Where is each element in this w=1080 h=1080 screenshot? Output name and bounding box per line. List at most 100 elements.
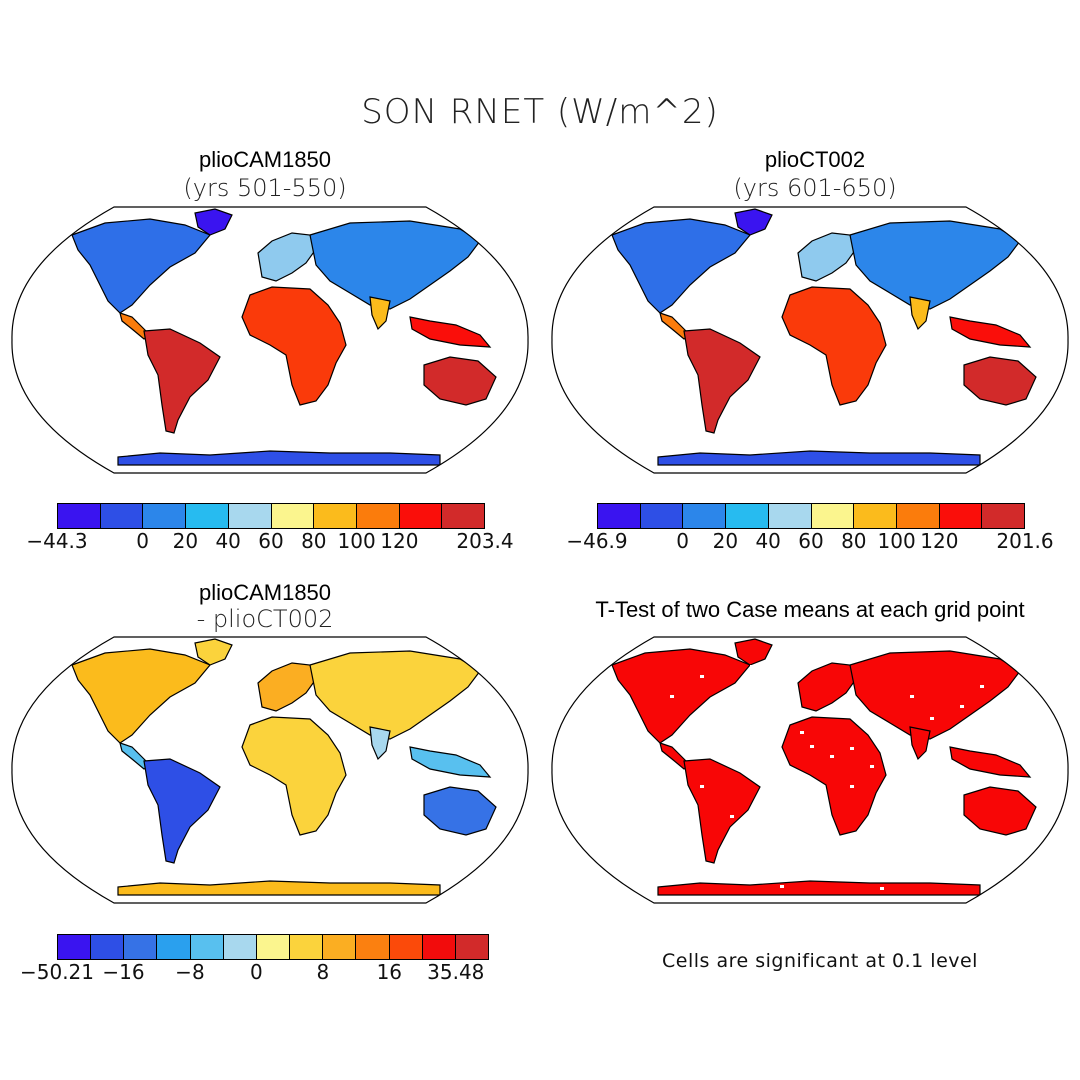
colorbar-tick-label: 203.4 (456, 529, 514, 553)
colorbar-tick-label: 40 (755, 529, 781, 553)
panel3-title: plioCAM1850 (198, 580, 332, 605)
panel4-note: Cells are significant at 0.1 level (662, 950, 978, 972)
land-europe (797, 662, 857, 712)
land-seasia (409, 316, 492, 348)
colorbar-swatch (124, 935, 158, 959)
panel4-map (551, 636, 1069, 904)
nonsignificant-cell (830, 755, 834, 758)
land-namerica (71, 648, 211, 744)
colorbar-swatch (314, 504, 357, 528)
land-samerica (683, 758, 761, 864)
land-antarctica (117, 450, 441, 466)
nonsignificant-cell (670, 695, 674, 698)
land-namerica (611, 648, 751, 744)
colorbar-swatch (768, 504, 812, 528)
colorbar-swatch (323, 935, 357, 959)
map-frame (11, 206, 529, 474)
colorbar-swatch (939, 504, 983, 528)
land-europe (257, 232, 317, 282)
land-asia (309, 650, 481, 740)
nonsignificant-cell (910, 695, 914, 698)
colorbar-tick-label: 80 (841, 529, 867, 553)
colorbar-tick-label: −8 (175, 960, 205, 984)
colorbar-tick-label: 0 (136, 529, 149, 553)
colorbar-swatch (223, 935, 257, 959)
colorbar-tick-label: 0 (676, 529, 689, 553)
colorbar-swatch (811, 504, 855, 528)
panel4-title: T-Test of two Case means at each grid po… (595, 597, 1025, 622)
colorbar-swatch (256, 935, 291, 959)
land-australia (423, 356, 497, 406)
nonsignificant-cell (780, 885, 784, 888)
nonsignificant-cell (700, 675, 704, 678)
nonsignificant-cell (960, 705, 964, 708)
colorbar-tick-label: 201.6 (996, 529, 1054, 553)
colorbar-swatch (228, 504, 272, 528)
colorbar-tick-label: 16 (376, 960, 403, 984)
map-frame (551, 206, 1069, 474)
colorbar-tick-label: 20 (172, 529, 199, 553)
nonsignificant-cell (850, 785, 854, 788)
colorbar-tick-label: 120 (920, 529, 959, 553)
land-greenland (734, 208, 773, 236)
colorbar-swatch (356, 935, 390, 959)
colorbar-tick-label: 60 (798, 529, 824, 553)
land-australia (963, 786, 1037, 836)
nonsignificant-cell (720, 707, 724, 710)
nonsignificant-cell (930, 717, 934, 720)
colorbar-tick-label: 20 (712, 529, 739, 553)
colorbar-swatch (58, 504, 101, 528)
panel3-subtitle: - plioCT002 (196, 605, 334, 633)
land-india (369, 296, 391, 331)
colorbar-swatch (186, 504, 229, 528)
colorbar-tick-label: 35.48 (427, 960, 485, 984)
colorbar-swatch (422, 935, 456, 959)
nonsignificant-cell (870, 765, 874, 768)
land-europe (797, 232, 857, 282)
colorbar-swatch (726, 504, 769, 528)
land-asia (309, 220, 481, 310)
land-samerica (143, 758, 221, 864)
colorbar-tick-label: −46.9 (566, 529, 628, 553)
colorbar-swatch (455, 935, 489, 959)
colorbar-tick-label: 100 (337, 529, 376, 553)
panel3-colorbar: −50.21 −16 −8 0 8 16 35.48 (20, 934, 489, 988)
colorbar-tick-label: 80 (301, 529, 327, 553)
nonsignificant-cell (810, 745, 814, 748)
panel3-map (11, 636, 529, 904)
colorbar-tick-label: −16 (102, 960, 145, 984)
nonsignificant-cell (750, 665, 754, 668)
nonsignificant-cell (700, 785, 704, 788)
land-india (909, 726, 931, 761)
colorbar-tick-label: 120 (380, 529, 419, 553)
land-namerica (611, 218, 751, 314)
map-frame (551, 636, 1069, 904)
colorbar-swatch (290, 935, 324, 959)
colorbar-swatch (271, 504, 315, 528)
land-greenland (734, 638, 773, 666)
colorbar-swatch (683, 504, 727, 528)
land-seasia (949, 316, 1032, 348)
panel2-title: plioCT002 (764, 147, 866, 172)
colorbar-tick-label: 60 (258, 529, 284, 553)
land-samerica (143, 328, 221, 434)
colorbar-swatch (399, 504, 443, 528)
colorbar-swatch (58, 935, 92, 959)
colorbar-swatch (442, 504, 485, 528)
colorbar-swatch (157, 935, 191, 959)
colorbar-swatch (640, 504, 684, 528)
nonsignificant-cell (800, 731, 804, 734)
land-africa (781, 716, 887, 836)
land-africa (241, 716, 347, 836)
nonsignificant-cell (880, 887, 884, 890)
colorbar-tick-label: 8 (316, 960, 330, 984)
colorbar-swatch (190, 935, 224, 959)
panel1-map (11, 206, 529, 474)
land-greenland (194, 208, 233, 236)
land-antarctica (117, 880, 441, 896)
nonsignificant-cell (980, 685, 984, 688)
land-india (909, 296, 931, 331)
colorbar-swatch (896, 504, 940, 528)
colorbar-swatch (91, 935, 125, 959)
land-samerica (683, 328, 761, 434)
